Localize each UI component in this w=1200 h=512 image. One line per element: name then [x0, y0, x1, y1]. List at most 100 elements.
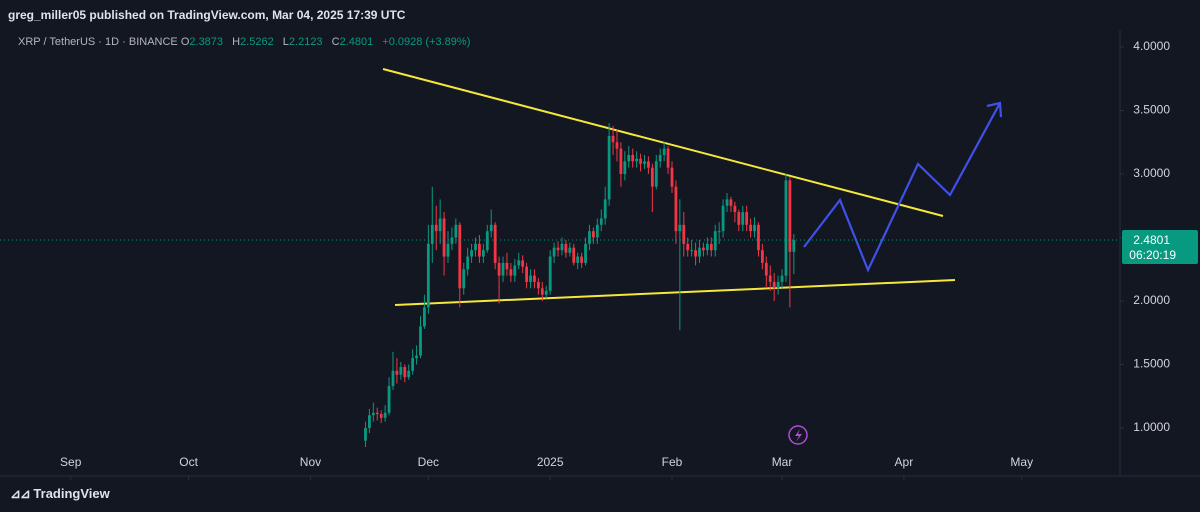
candle-body	[548, 256, 552, 291]
candle-body	[709, 243, 713, 251]
candle-body	[529, 275, 532, 282]
candle-body	[757, 224, 760, 251]
countdown: 06:20:19	[1129, 248, 1176, 262]
x-tick-label: May	[1010, 455, 1033, 469]
candle-body	[690, 250, 694, 252]
candle-body	[662, 148, 666, 155]
candle-body	[411, 358, 415, 371]
candle-body	[517, 260, 521, 266]
candle-body	[717, 231, 721, 233]
candle-body	[403, 367, 407, 378]
projection-path	[803, 102, 1001, 273]
candle-body	[379, 414, 383, 418]
candle-body	[470, 250, 473, 257]
candle-body	[493, 224, 497, 263]
candle-body	[415, 355, 418, 359]
candle-body	[607, 135, 611, 200]
ohlc-value: 2.2123	[288, 36, 323, 48]
candle-body	[485, 231, 489, 251]
y-tick-label: 4.0000	[1133, 39, 1170, 53]
candle-body	[568, 247, 572, 253]
trend-line	[382, 68, 944, 217]
candle-body	[615, 142, 619, 149]
x-tick-label: Sep	[60, 455, 82, 469]
ohlc-label: O	[180, 36, 190, 48]
candle-body	[623, 161, 627, 175]
candle-body	[658, 154, 662, 162]
candle-body	[462, 269, 466, 289]
change: +0.0928 (+3.89%)	[382, 36, 471, 48]
y-tick-label: 1.0000	[1133, 420, 1170, 434]
ohlc-value: 2.5262	[240, 36, 274, 48]
y-tick-label: 1.5000	[1133, 357, 1170, 371]
brand-text: TradingView	[33, 486, 110, 501]
ohlc-label: H	[232, 36, 241, 48]
candle-body	[588, 231, 591, 244]
candle-body	[595, 224, 599, 238]
candle-body	[450, 237, 454, 244]
candle-body	[745, 212, 749, 225]
event-icon[interactable]	[788, 425, 808, 445]
candle-body	[768, 275, 772, 282]
ohlc-value: 2.4801	[339, 36, 374, 48]
candle-body	[391, 370, 395, 387]
candle-body	[650, 167, 654, 187]
candle-body	[631, 154, 635, 162]
candle-body	[521, 260, 525, 267]
candle-body	[552, 247, 556, 257]
candle-body	[643, 161, 646, 164]
candle-body	[686, 243, 690, 251]
candle-body	[702, 247, 705, 251]
trend-line	[394, 279, 956, 306]
candle-body	[603, 199, 607, 219]
x-tick-label: 2025	[537, 455, 564, 469]
candle-body	[387, 386, 391, 413]
candle-body	[764, 262, 768, 276]
candle-body	[560, 243, 564, 251]
candle-body	[489, 224, 493, 232]
candle-body	[627, 154, 631, 162]
candle-body	[383, 412, 387, 418]
candle-body	[513, 265, 517, 276]
candle-body	[364, 427, 367, 441]
candle-body	[741, 212, 745, 225]
candle-body	[423, 307, 426, 327]
x-tick-label: Dec	[418, 455, 439, 469]
candle-body	[647, 161, 650, 168]
candle-body	[760, 250, 764, 263]
candle-body	[533, 275, 536, 282]
candle-body	[458, 224, 462, 289]
candle-body	[446, 243, 450, 257]
x-tick-label: Nov	[300, 455, 321, 469]
ohlc-label: C	[331, 36, 340, 48]
candle-body	[705, 243, 709, 251]
candle-body	[478, 243, 481, 257]
symbol: XRP / TetherUS · 1D · BINANCE	[18, 36, 178, 48]
brand[interactable]: ⊿⊿ TradingView	[10, 486, 110, 501]
candle-body	[466, 256, 470, 270]
candle-body	[792, 240, 796, 252]
candle-body	[682, 224, 686, 244]
candle-body	[725, 199, 729, 206]
candle-body	[599, 218, 603, 225]
candle-body	[438, 218, 442, 232]
candle-body	[674, 186, 678, 232]
y-tick-label: 3.0000	[1133, 166, 1170, 180]
candle-body	[525, 266, 528, 282]
ohlc-label: L	[282, 36, 289, 48]
x-tick-label: Mar	[772, 455, 793, 469]
candle-body	[670, 167, 674, 187]
candle-body	[375, 412, 379, 415]
candle-body	[501, 262, 505, 276]
price-box	[1122, 230, 1198, 265]
candle-body	[576, 256, 580, 263]
candle-body	[434, 224, 438, 232]
candle-body	[536, 281, 540, 289]
candle-body	[442, 218, 446, 257]
x-tick-label: Oct	[179, 455, 198, 469]
candle-body	[540, 288, 544, 295]
candle-body	[407, 370, 411, 378]
candle-body	[419, 326, 422, 356]
candle-body	[580, 256, 584, 263]
price-label: 2.4801	[1133, 233, 1170, 247]
